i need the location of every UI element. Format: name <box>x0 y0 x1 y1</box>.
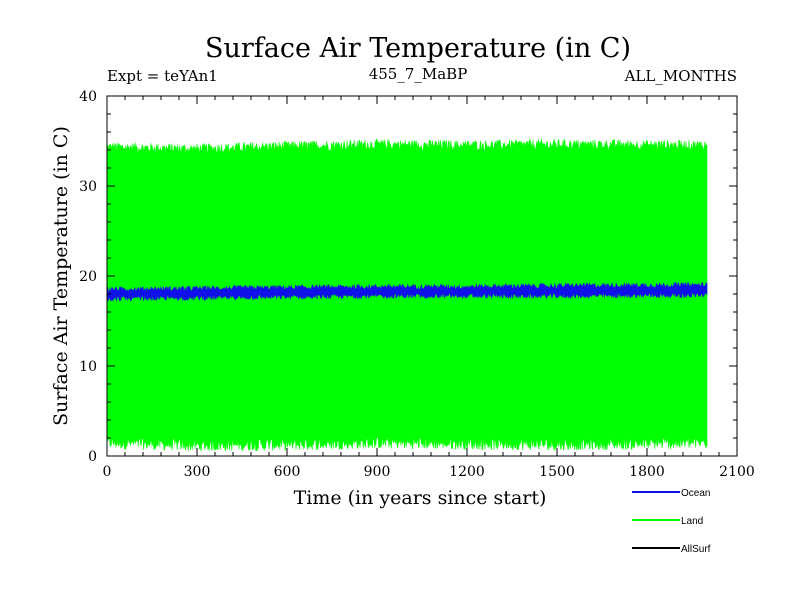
period-label: 455_7_MaBP <box>369 65 468 83</box>
x-tick-label: 1500 <box>539 464 575 480</box>
y-tick-label: 30 <box>79 179 97 195</box>
y-tick-label: 40 <box>79 89 97 105</box>
axis-ticks <box>106 95 738 457</box>
x-tick-label: 2100 <box>719 464 755 480</box>
legend-label-ocean: Ocean <box>681 488 710 499</box>
legend: Ocean Land AllSurf <box>632 488 711 555</box>
x-tick-label: 600 <box>274 464 301 480</box>
y-tick-label: 20 <box>79 269 97 285</box>
x-axis-label: Time (in years since start) <box>294 487 547 509</box>
x-tick-label: 900 <box>364 464 391 480</box>
x-tick-label: 1800 <box>629 464 665 480</box>
y-tick-label: 0 <box>88 449 97 465</box>
experiment-label: Expt = teYAn1 <box>107 67 218 85</box>
ocean-band <box>106 281 708 302</box>
ocean-series <box>106 281 708 302</box>
legend-label-allsurf: AllSurf <box>681 544 711 555</box>
x-tick-label: 0 <box>103 464 112 480</box>
x-tick-label: 300 <box>184 464 211 480</box>
y-axis-label: Surface Air Temperature (in C) <box>50 126 72 426</box>
chart-title: Surface Air Temperature (in C) <box>205 33 631 64</box>
x-tick-label: 1200 <box>449 464 485 480</box>
y-tick-label: 10 <box>79 359 97 375</box>
legend-label-land: Land <box>681 516 703 527</box>
y-tick-labels: 0 10 20 30 40 <box>79 89 97 465</box>
months-label: ALL_MONTHS <box>624 67 737 85</box>
x-tick-labels: 0 300 600 900 1200 1500 1800 2100 <box>103 464 755 480</box>
